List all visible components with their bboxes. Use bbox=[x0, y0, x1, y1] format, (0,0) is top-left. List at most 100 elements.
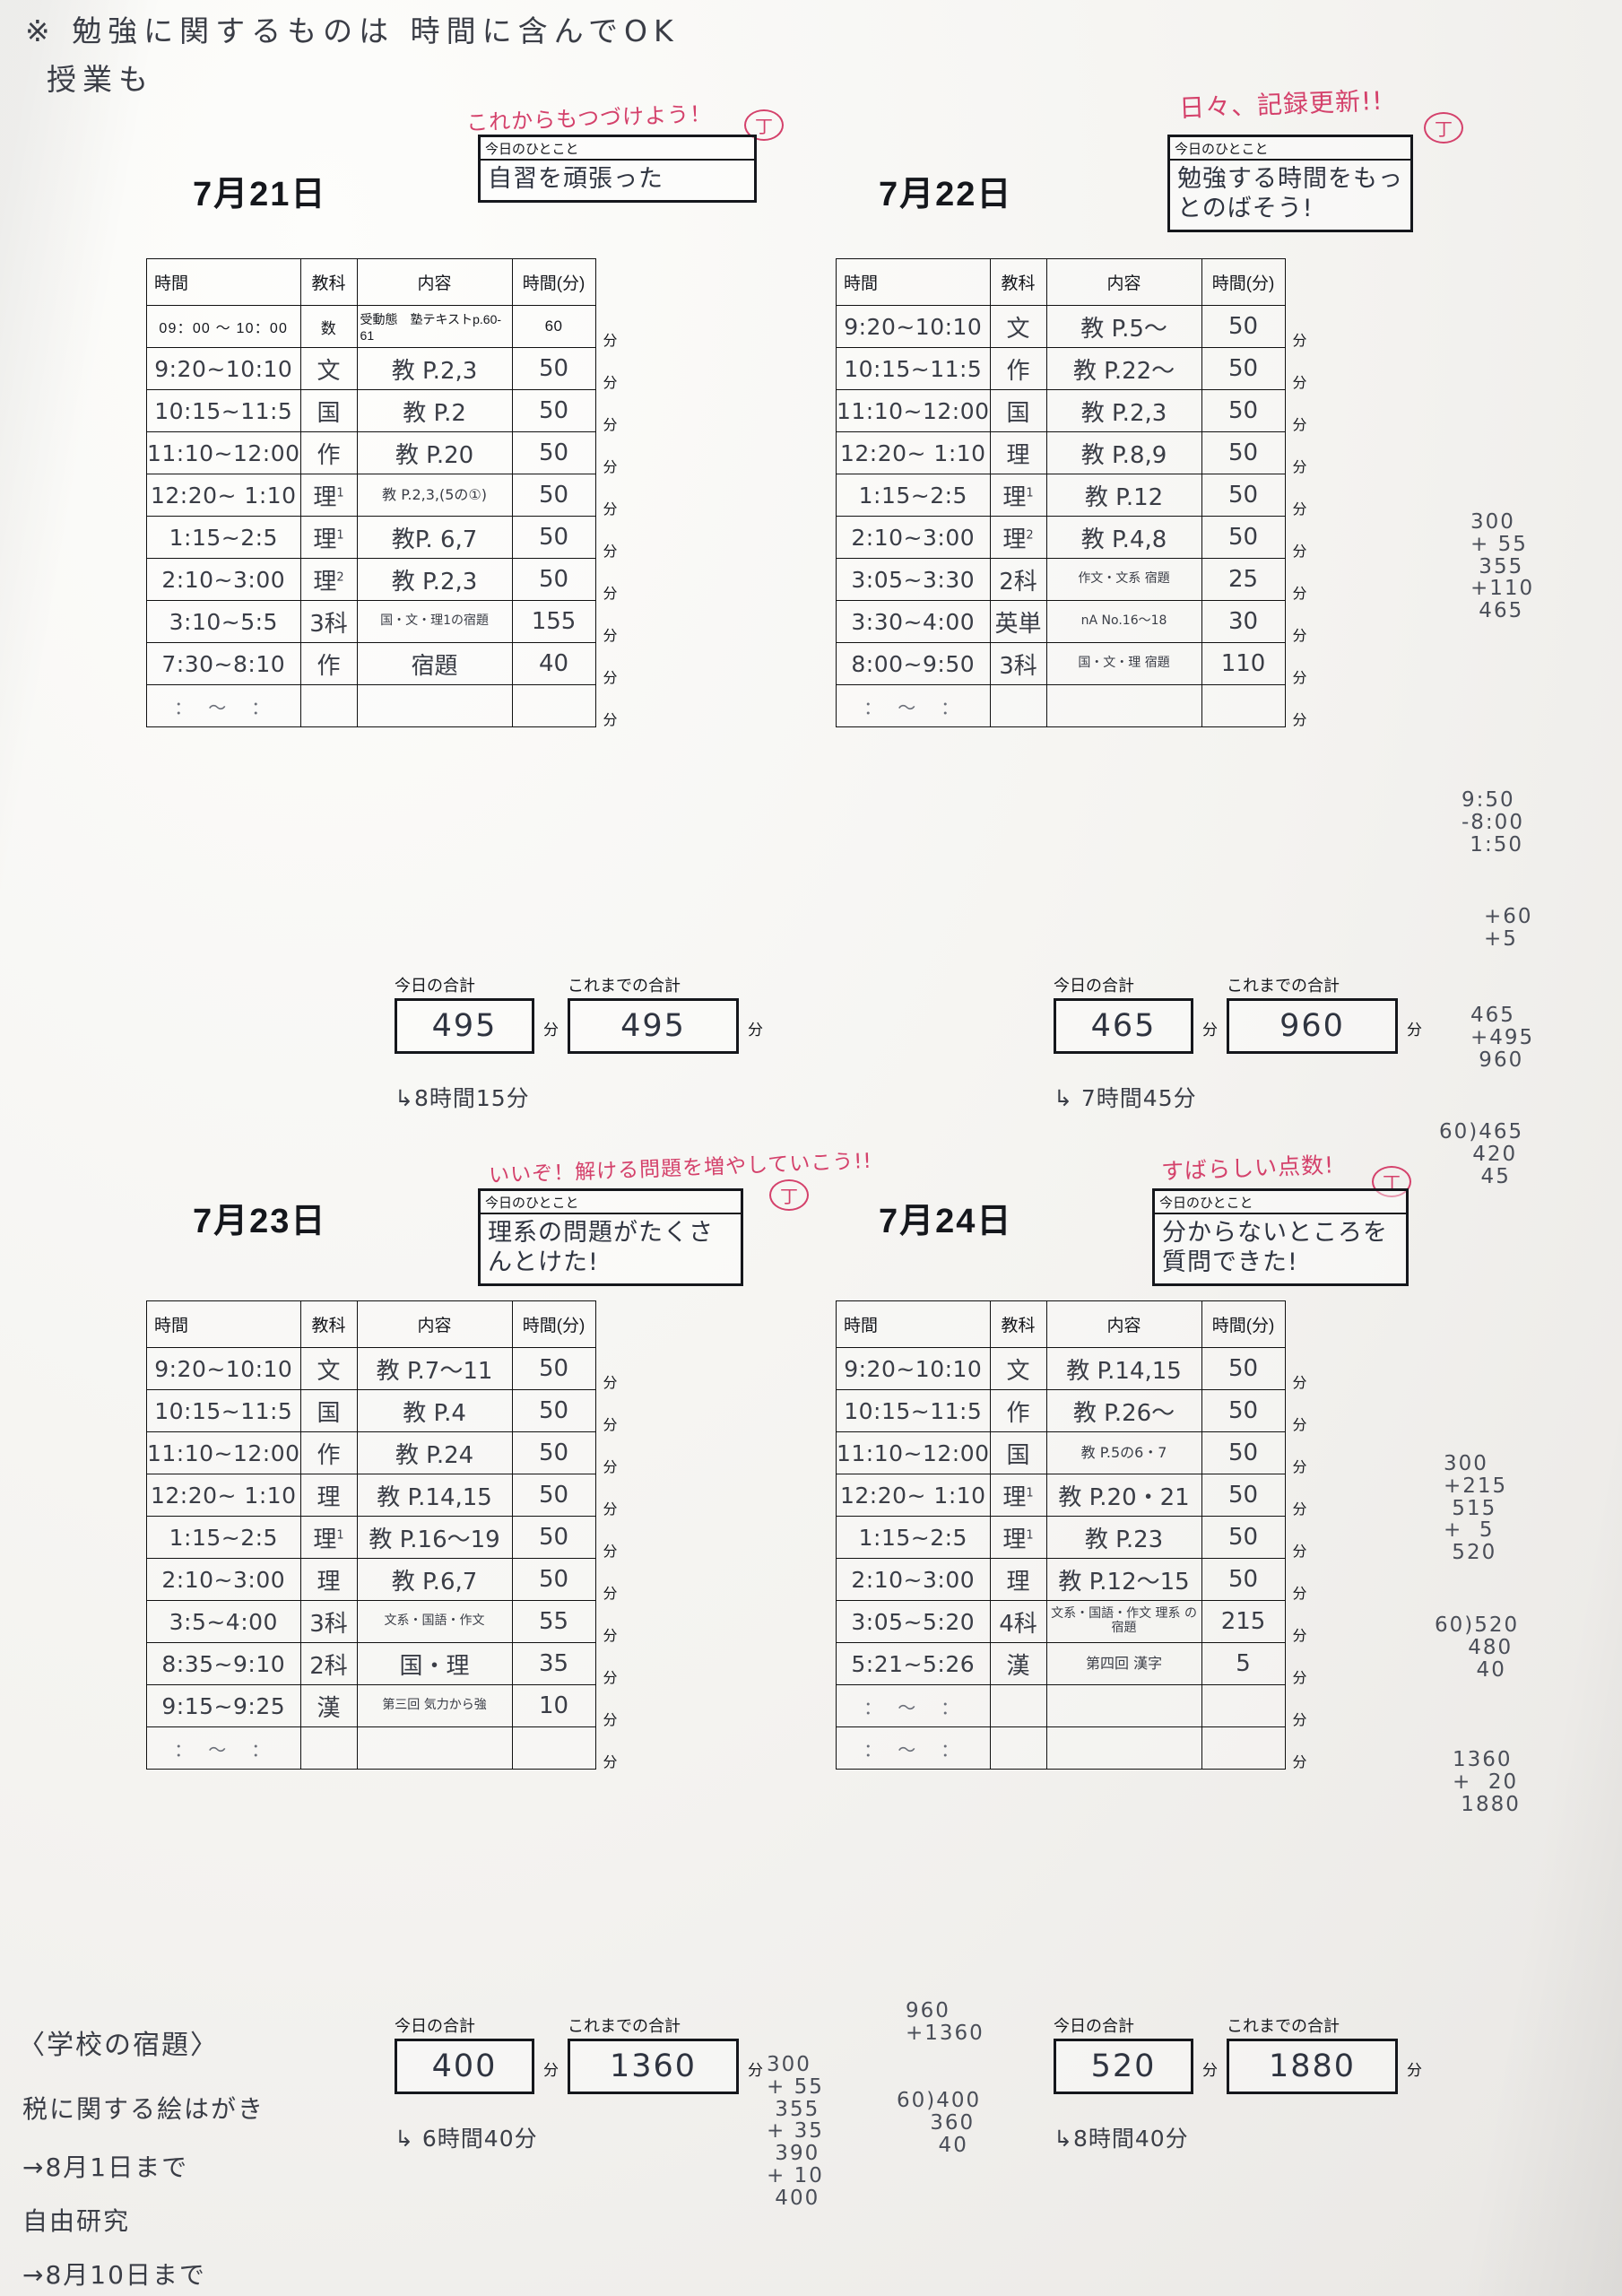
row-content: 教 P.2,3 bbox=[1045, 389, 1202, 432]
th-subject-2: 教科 bbox=[989, 258, 1047, 306]
cum-total-box-3: 1360 bbox=[568, 2039, 739, 2094]
row-time: 11:10~12:00 bbox=[146, 431, 301, 474]
row-subject: 漢 bbox=[299, 1684, 358, 1727]
row-content: 教 P.4 bbox=[356, 1389, 513, 1432]
row-subject: 英単 bbox=[989, 600, 1047, 643]
cum-total-label-3: これまでの合計 bbox=[568, 2017, 681, 2035]
row-subject: 理2 bbox=[299, 558, 358, 601]
minutes-unit-label: 分 bbox=[603, 1670, 618, 1686]
row-time: 9:20~10:10 bbox=[146, 347, 301, 390]
row-minutes: 50 bbox=[1201, 516, 1286, 559]
row-content: 教 P.20 bbox=[356, 431, 513, 474]
row-subject bbox=[299, 1726, 358, 1770]
row-content: 第四回 漢字 bbox=[1045, 1642, 1202, 1685]
teacher-stamp-day-3: 丁 bbox=[769, 1179, 809, 1211]
date-title-day-4: 7月24日 bbox=[879, 1203, 1013, 1240]
row-time: 12:20~ 1:10 bbox=[836, 431, 991, 474]
row-time: 9:20~10:10 bbox=[836, 1347, 991, 1390]
row-subject: 国 bbox=[989, 389, 1047, 432]
hitokoto-text-day-3: 理系の問題がたくさんとけた! bbox=[488, 1219, 714, 1276]
today-total-unit-1: 分 bbox=[543, 1022, 559, 1039]
total-note-day-2: ↳ 7時間45分 bbox=[1054, 1085, 1197, 1111]
row-time: 7:30~8:10 bbox=[146, 642, 301, 685]
table-row: 11:10~12:00 国教 P.5の6・7 50 bbox=[836, 1431, 1286, 1474]
sample-time-1: 09：00 ～ 10：00 bbox=[146, 305, 301, 348]
row-content: 国・理 bbox=[356, 1642, 513, 1685]
minutes-unit-label: 分 bbox=[1292, 1375, 1307, 1391]
table-row: 2:10~3:00 理教 P.12～15 50 bbox=[836, 1558, 1286, 1601]
row-minutes: 50 bbox=[511, 1558, 596, 1601]
scratch-note-2: 9:50 -8:00 1:50 bbox=[1462, 788, 1524, 857]
today-total-label-1: 今日の合計 bbox=[395, 977, 475, 995]
table-row: 2:10~3:00 理2 教 P.2,3 50 bbox=[146, 558, 596, 601]
row-subject: 文 bbox=[989, 305, 1047, 348]
row-content: 国・文・理 宿題 bbox=[1045, 642, 1202, 685]
scratch-note-1: 300 + 55 355 +110 465 bbox=[1470, 510, 1535, 623]
row-minutes: 50 bbox=[511, 516, 596, 559]
row-minutes bbox=[1201, 1684, 1286, 1727]
row-content: nA No.16～18 bbox=[1045, 600, 1202, 643]
sample-minutes-1: 60 bbox=[511, 305, 596, 348]
scratch-note-8: 1360 + 20 1880 bbox=[1453, 1748, 1521, 1816]
table-row: 9:15~9:25 漢第三回 気力から強 10 bbox=[146, 1684, 596, 1727]
teacher-stamp-day-1: 丁 bbox=[744, 109, 784, 141]
row-minutes: 35 bbox=[511, 1642, 596, 1685]
cum-total-label-2: これまでの合計 bbox=[1227, 977, 1340, 995]
cum-total-box-2: 960 bbox=[1227, 998, 1398, 1054]
row-content: 教 P.20・21 bbox=[1045, 1474, 1202, 1517]
row-time: ： ～ ： bbox=[836, 684, 991, 727]
minutes-unit-label: 分 bbox=[603, 586, 618, 602]
minutes-unit-label: 分 bbox=[603, 1459, 618, 1475]
minutes-unit-label: 分 bbox=[603, 1754, 618, 1770]
table-row: 1:15~2:5 理1 教 P.12 50 bbox=[836, 474, 1286, 517]
row-content: 教 P.26～ bbox=[1045, 1389, 1202, 1432]
header-note-line-2: 授業も bbox=[47, 62, 154, 97]
table-row: 10:15~11:5 国教 P.4 50 bbox=[146, 1389, 596, 1432]
row-minutes: 50 bbox=[1201, 389, 1286, 432]
row-time: 9:20~10:10 bbox=[836, 305, 991, 348]
minutes-unit-label: 分 bbox=[603, 1586, 618, 1602]
minutes-unit-label: 分 bbox=[603, 417, 618, 433]
table-row: ： ～ ： bbox=[146, 684, 596, 727]
minutes-unit-label: 分 bbox=[1292, 1417, 1307, 1433]
scratch-note-7: 60)520 480 40 bbox=[1435, 1613, 1520, 1682]
table-row: 3:10~5:5 3科 国・文・理1の宿題 155 bbox=[146, 600, 596, 643]
today-total-box-4: 520 bbox=[1054, 2039, 1193, 2094]
totals-day-3: 今日の合計 400 分 これまでの合計 1360 分 bbox=[395, 2013, 763, 2094]
row-time: 12:20~ 1:10 bbox=[146, 1474, 301, 1517]
row-content: 教 P.14,15 bbox=[356, 1474, 513, 1517]
th-minutes-2: 時間(分) bbox=[1201, 258, 1286, 306]
today-total-unit-4: 分 bbox=[1202, 2062, 1218, 2079]
row-content: 教 P.2,3 bbox=[356, 347, 513, 390]
minutes-unit-label: 分 bbox=[603, 375, 618, 391]
today-total-value-4: 520 bbox=[1090, 2048, 1157, 2084]
row-subject: 理1 bbox=[989, 1516, 1047, 1559]
table-row: 1:15~2:5 理1 教 P.16～19 50 bbox=[146, 1516, 596, 1559]
row-minutes: 50 bbox=[511, 1347, 596, 1390]
minutes-unit-label: 分 bbox=[1292, 628, 1307, 644]
row-content: 教 P.6,7 bbox=[356, 1558, 513, 1601]
row-minutes: 50 bbox=[511, 1431, 596, 1474]
row-minutes: 50 bbox=[511, 558, 596, 601]
date-title-day-2: 7月22日 bbox=[879, 176, 1013, 213]
totals-day-1: 今日の合計 495 分 これまでの合計 495 分 bbox=[395, 973, 763, 1054]
table-row: 8:35~9:10 2科 国・理 35 bbox=[146, 1642, 596, 1685]
today-total-box-2: 465 bbox=[1054, 998, 1193, 1054]
row-minutes: 50 bbox=[1201, 1431, 1286, 1474]
table-row: 9:20~10:10 文教 P.5～ 50 bbox=[836, 305, 1286, 348]
total-note-day-1: ↳8時間15分 bbox=[395, 1085, 530, 1111]
cum-total-value-3: 1360 bbox=[609, 2048, 698, 2084]
row-content: 教 P.5の6・7 bbox=[1045, 1431, 1202, 1474]
row-subject: 理 bbox=[299, 1558, 358, 1601]
row-subject: 3科 bbox=[989, 642, 1047, 685]
scratch-note-9: 300 + 55 355 + 35 390 + 10 400 bbox=[767, 2053, 824, 2210]
row-time: 3:05~5:20 bbox=[836, 1600, 991, 1643]
row-minutes: 50 bbox=[1201, 1347, 1286, 1390]
today-total-value-1: 495 bbox=[431, 1008, 498, 1044]
row-content: 教 P.4,8 bbox=[1045, 516, 1202, 559]
row-subject: 理1 bbox=[299, 1516, 358, 1559]
row-subject: 2科 bbox=[989, 558, 1047, 601]
sample-subject-1: 数 bbox=[299, 305, 358, 348]
today-total-box-1: 495 bbox=[395, 998, 534, 1054]
row-subject: 理 bbox=[989, 431, 1047, 474]
